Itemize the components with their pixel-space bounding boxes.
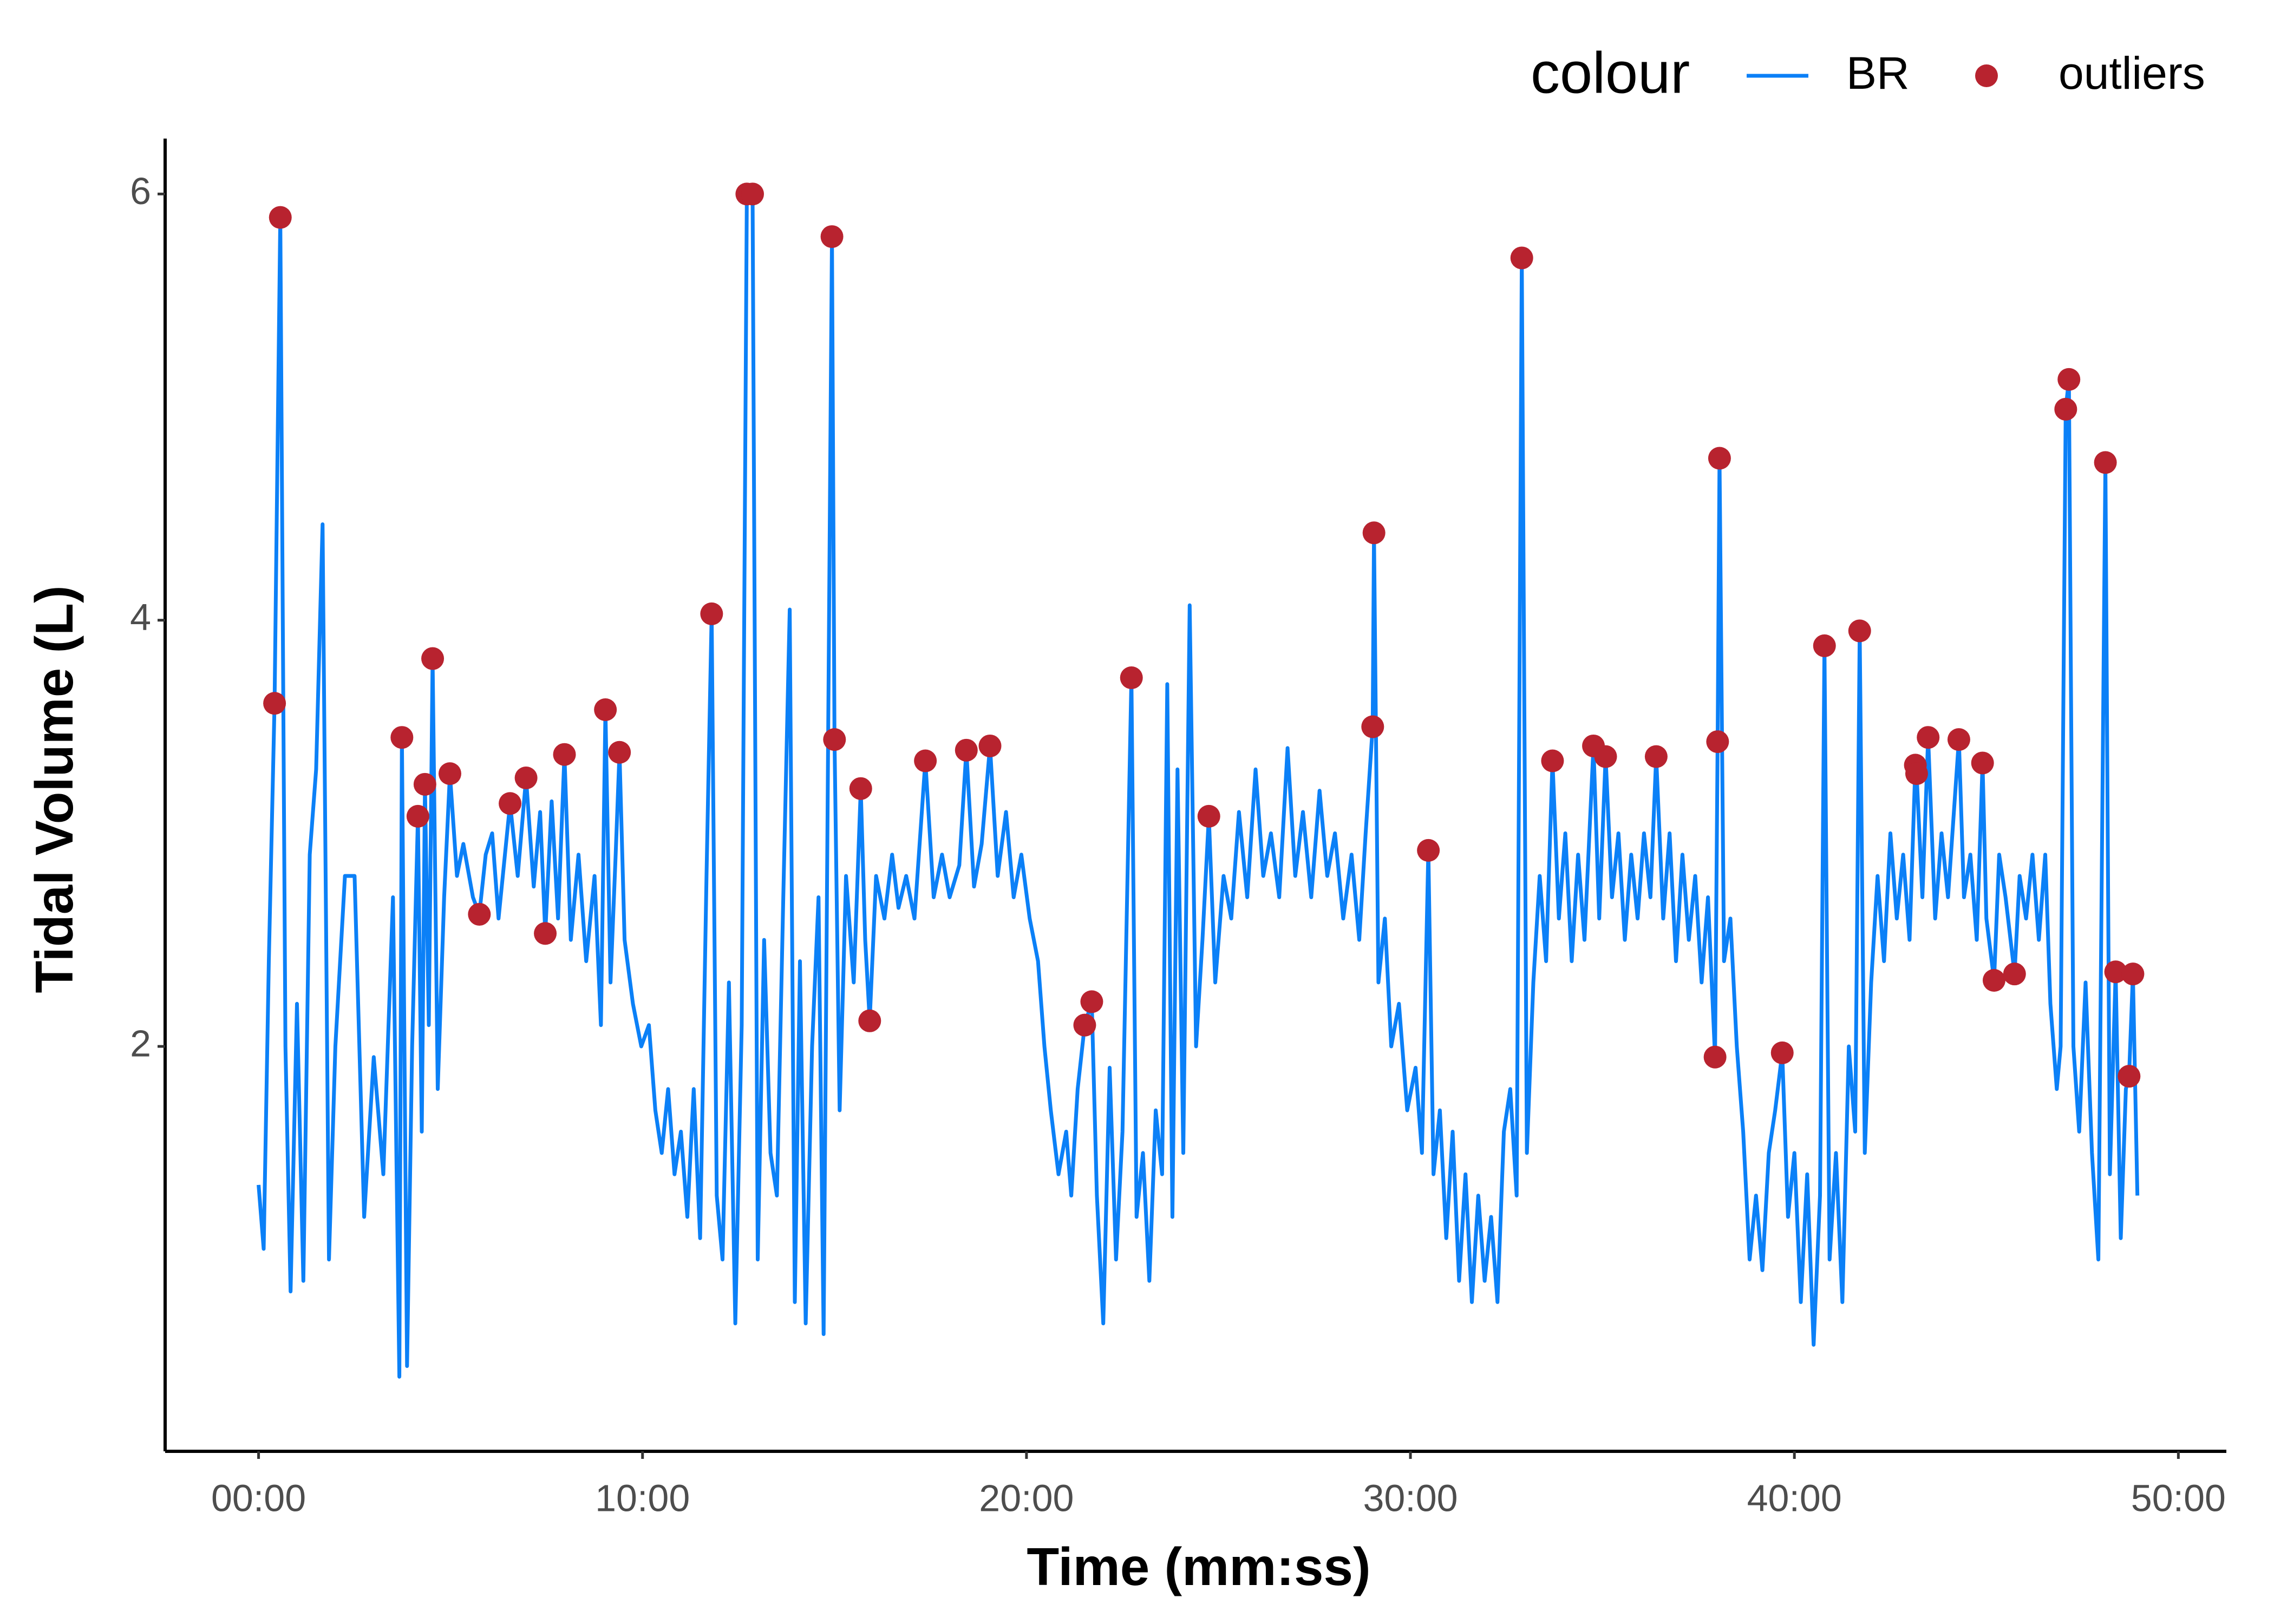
outlier-point	[1541, 749, 1564, 772]
outlier-point	[263, 692, 286, 715]
outlier-point	[858, 1009, 881, 1032]
y-axis-title: Tidal Volume (L)	[24, 585, 84, 993]
outlier-point	[1073, 1013, 1096, 1037]
outlier-point	[514, 767, 538, 790]
outlier-point	[1362, 521, 1386, 545]
outlier-point	[978, 734, 1002, 757]
outlier-point	[269, 206, 292, 229]
x-tick-label: 00:00	[211, 1477, 306, 1519]
outlier-point	[914, 749, 937, 772]
outlier-point	[2094, 451, 2117, 474]
y-tick-label: 2	[130, 1023, 151, 1065]
outlier-point	[608, 741, 631, 764]
outlier-point	[1917, 726, 1940, 749]
outlier-point	[2057, 368, 2081, 391]
outlier-point	[1848, 619, 1871, 643]
outlier-point	[849, 777, 872, 800]
outlier-point	[823, 728, 846, 751]
x-tick-label: 30:00	[1363, 1477, 1458, 1519]
x-tick-label: 50:00	[2131, 1477, 2226, 1519]
outlier-point	[2121, 962, 2145, 986]
x-tick-label: 40:00	[1747, 1477, 1842, 1519]
outlier-point	[955, 738, 978, 762]
outlier-point	[1706, 730, 1729, 754]
outlier-point	[1197, 804, 1220, 828]
outlier-point	[1770, 1041, 1794, 1064]
outlier-point	[406, 804, 429, 828]
outlier-point	[1644, 745, 1668, 768]
outlier-point	[1361, 715, 1384, 738]
outlier-point	[1982, 968, 2005, 992]
data-line	[257, 192, 2140, 1379]
legend-swatch	[1975, 64, 1998, 87]
legend-label: outliers	[2059, 48, 2205, 99]
outlier-point	[1708, 447, 1731, 470]
outlier-point	[594, 698, 617, 722]
outlier-point	[1594, 745, 1617, 768]
legend-title: colour	[1531, 40, 1690, 106]
outlier-point	[421, 647, 445, 670]
outlier-point	[2104, 960, 2127, 984]
outlier-point	[413, 772, 436, 796]
x-tick-label: 10:00	[595, 1477, 690, 1519]
outlier-point	[2118, 1065, 2141, 1088]
outlier-point	[499, 792, 522, 815]
outlier-point	[2054, 397, 2077, 421]
outlier-point	[468, 902, 491, 926]
outlier-point	[1080, 990, 1103, 1013]
x-axis-title: Time (mm:ss)	[1027, 1537, 1370, 1596]
outlier-point	[1120, 666, 1143, 689]
outlier-point	[741, 182, 764, 206]
outlier-point	[1905, 762, 1928, 785]
legend-label: BR	[1846, 48, 1910, 99]
outlier-point	[820, 225, 844, 248]
outlier-point	[1947, 728, 1970, 751]
outlier-point	[1703, 1045, 1727, 1069]
outlier-point	[1510, 246, 1533, 270]
y-tick-label: 6	[130, 170, 151, 212]
outlier-point	[553, 743, 576, 766]
outlier-point	[1813, 634, 1836, 657]
x-tick-label: 20:00	[979, 1477, 1074, 1519]
outlier-point	[438, 762, 461, 785]
outlier-point	[2003, 962, 2026, 986]
outlier-point	[534, 922, 557, 945]
outlier-point	[1971, 751, 1994, 775]
y-tick-label: 4	[130, 596, 151, 638]
outlier-point	[1417, 839, 1440, 862]
outlier-point	[390, 726, 414, 749]
outlier-point	[700, 602, 723, 625]
